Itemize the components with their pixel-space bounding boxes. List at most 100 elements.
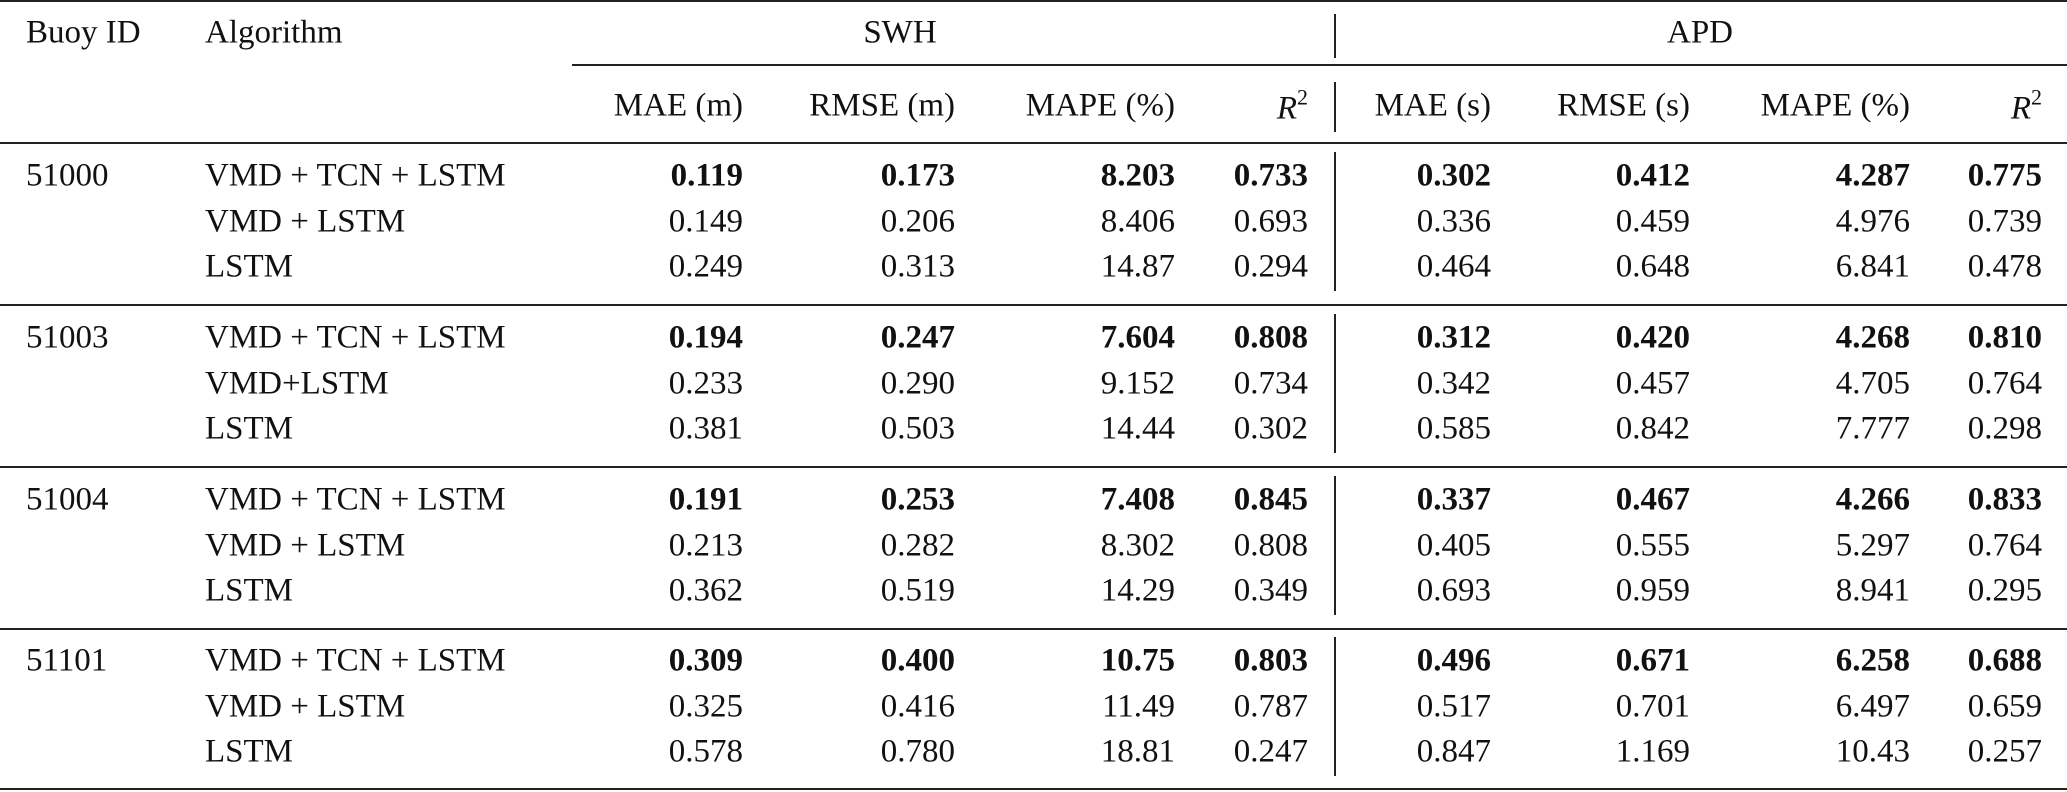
table-cell: 0.739 bbox=[1967, 203, 2042, 239]
column-header: RMSE (m) bbox=[809, 87, 955, 124]
algorithm-name: VMD + LSTM bbox=[205, 203, 406, 239]
table-cell: 0.775 bbox=[1967, 157, 2042, 194]
algorithm-name: VMD + TCN + LSTM bbox=[205, 319, 506, 356]
column-header: R2 bbox=[2010, 84, 2042, 127]
group-separator bbox=[0, 628, 2067, 630]
table-cell: 8.302 bbox=[1100, 527, 1175, 563]
table-cell: 7.408 bbox=[1100, 481, 1175, 518]
table-cell: 9.152 bbox=[1100, 365, 1175, 401]
table-cell: 0.733 bbox=[1233, 157, 1308, 194]
table-cell: 0.734 bbox=[1233, 365, 1308, 401]
table-cell: 0.693 bbox=[1233, 203, 1308, 239]
table-cell: 0.693 bbox=[1416, 572, 1491, 609]
algorithm-name: VMD + TCN + LSTM bbox=[205, 157, 506, 194]
table-cell: 0.833 bbox=[1967, 481, 2042, 518]
table-cell: 0.701 bbox=[1615, 688, 1690, 724]
table-cell: 0.119 bbox=[670, 157, 743, 194]
table-cell: 0.578 bbox=[668, 733, 743, 770]
table-cell: 0.325 bbox=[668, 688, 743, 724]
buoy-id: 51000 bbox=[26, 157, 109, 194]
buoy-id: 51101 bbox=[26, 642, 108, 679]
table-cell: 0.659 bbox=[1967, 688, 2042, 724]
buoy-id: 51004 bbox=[26, 481, 109, 518]
table-cell: 8.203 bbox=[1100, 157, 1175, 194]
table-cell: 0.412 bbox=[1615, 157, 1690, 194]
table-cell: 0.302 bbox=[1233, 410, 1308, 447]
table-cell: 0.213 bbox=[668, 527, 743, 563]
algorithm-name: LSTM bbox=[205, 248, 294, 285]
table-cell: 0.519 bbox=[880, 572, 955, 609]
table-cell: 18.81 bbox=[1100, 733, 1175, 770]
table-cell: 0.671 bbox=[1615, 642, 1690, 679]
table-cell: 0.845 bbox=[1233, 481, 1308, 518]
table-cell: 14.44 bbox=[1100, 410, 1175, 447]
table-cell: 0.808 bbox=[1233, 319, 1308, 356]
table-cell: 0.478 bbox=[1967, 248, 2042, 285]
table-cell: 1.169 bbox=[1615, 733, 1690, 770]
table-cell: 4.976 bbox=[1835, 203, 1910, 239]
column-header: MAPE (%) bbox=[1025, 87, 1175, 124]
table-cell: 4.287 bbox=[1835, 157, 1910, 194]
algorithm-name: VMD + TCN + LSTM bbox=[205, 642, 506, 679]
table-cell: 0.282 bbox=[880, 527, 955, 563]
table-cell: 0.298 bbox=[1967, 410, 2042, 447]
table-cell: 14.29 bbox=[1100, 572, 1175, 609]
table-cell: 0.349 bbox=[1233, 572, 1308, 609]
group-separator bbox=[0, 466, 2067, 468]
table-cell: 0.648 bbox=[1615, 248, 1690, 285]
group-rule bbox=[572, 64, 2067, 66]
table-cell: 0.459 bbox=[1615, 203, 1690, 239]
table-cell: 0.400 bbox=[880, 642, 955, 679]
table-cell: 0.464 bbox=[1416, 248, 1491, 285]
table-cell: 0.842 bbox=[1615, 410, 1690, 447]
table-cell: 4.266 bbox=[1835, 481, 1910, 518]
table-cell: 0.206 bbox=[880, 203, 955, 239]
table-cell: 0.496 bbox=[1416, 642, 1491, 679]
table-cell: 4.705 bbox=[1835, 365, 1910, 401]
table-cell: 0.194 bbox=[668, 319, 743, 356]
table-cell: 10.75 bbox=[1100, 642, 1175, 679]
table-cell: 0.337 bbox=[1416, 481, 1491, 518]
table-cell: 0.294 bbox=[1233, 248, 1308, 285]
table-cell: 0.312 bbox=[1416, 319, 1491, 356]
column-divider bbox=[1334, 476, 1336, 615]
algorithm-name: LSTM bbox=[205, 572, 294, 609]
table-cell: 0.290 bbox=[880, 365, 955, 401]
table-cell: 0.847 bbox=[1416, 733, 1491, 770]
table-cell: 0.467 bbox=[1615, 481, 1690, 518]
column-divider bbox=[1334, 314, 1336, 453]
table-cell: 0.420 bbox=[1615, 319, 1690, 356]
table-cell: 0.688 bbox=[1967, 642, 2042, 679]
table-cell: 0.457 bbox=[1615, 365, 1690, 401]
table-cell: 0.362 bbox=[668, 572, 743, 609]
algorithm-name: VMD + LSTM bbox=[205, 527, 406, 563]
column-header: R2 bbox=[1276, 84, 1308, 127]
table-cell: 0.302 bbox=[1416, 157, 1491, 194]
column-header: MAE (s) bbox=[1374, 87, 1491, 124]
table-cell: 0.295 bbox=[1967, 572, 2042, 609]
column-header: MAE (m) bbox=[613, 87, 743, 124]
header-rule bbox=[0, 142, 2067, 144]
table-cell: 11.49 bbox=[1101, 688, 1175, 724]
table-cell: 8.941 bbox=[1835, 572, 1910, 609]
table-cell: 0.555 bbox=[1615, 527, 1690, 563]
table-cell: 7.777 bbox=[1835, 410, 1910, 447]
algorithm-name: VMD + TCN + LSTM bbox=[205, 481, 506, 518]
table-cell: 7.604 bbox=[1100, 319, 1175, 356]
table-cell: 0.257 bbox=[1967, 733, 2042, 770]
table-cell: 0.381 bbox=[668, 410, 743, 447]
table-cell: 0.810 bbox=[1967, 319, 2042, 356]
table-cell: 0.959 bbox=[1615, 572, 1690, 609]
table-cell: 0.416 bbox=[880, 688, 955, 724]
header-algorithm: Algorithm bbox=[205, 14, 343, 51]
table-cell: 0.336 bbox=[1416, 203, 1491, 239]
table-cell: 0.149 bbox=[668, 203, 743, 239]
column-divider bbox=[1334, 152, 1336, 291]
table-cell: 0.342 bbox=[1416, 365, 1491, 401]
algorithm-name: VMD+LSTM bbox=[205, 365, 389, 401]
header-swh: SWH bbox=[863, 14, 937, 51]
table-cell: 0.787 bbox=[1233, 688, 1308, 724]
table-cell: 0.191 bbox=[668, 481, 743, 518]
table-cell: 0.517 bbox=[1416, 688, 1491, 724]
table-cell: 0.309 bbox=[668, 642, 743, 679]
